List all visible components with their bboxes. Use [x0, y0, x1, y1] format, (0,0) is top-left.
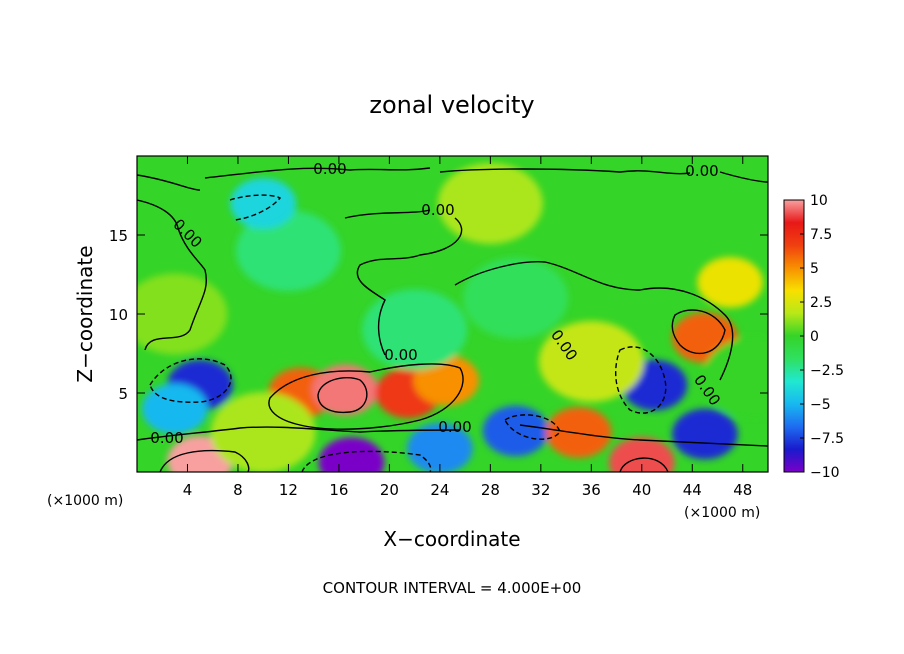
field-feature: [463, 257, 569, 339]
colorbar-tick-label: 2.5: [810, 295, 832, 311]
y-axis-title: Z−coordinate: [73, 245, 97, 382]
colorbar-tick-label: 5: [810, 261, 819, 277]
colorbar-ticks: 10 7.5 5 2.5 0 −2.5 −5 −7.5 −10: [800, 193, 844, 481]
field-feature: [318, 437, 385, 472]
chart-title: zonal velocity: [369, 91, 534, 119]
contour-left: [137, 199, 207, 351]
field-feature: [137, 273, 228, 355]
field-feature: [482, 405, 549, 457]
field-feature: [230, 178, 297, 229]
contour-interval-text: CONTOUR INTERVAL = 4.000E+00: [323, 579, 582, 597]
field-feature: [210, 392, 316, 472]
x-tick-label: 44: [683, 481, 702, 499]
field-feature: [538, 320, 644, 402]
x-tick-label: 4: [183, 481, 193, 499]
contour-pos-bottom-right: [619, 457, 669, 472]
x-axis-title: X−coordinate: [383, 527, 520, 551]
x-tick-label: 28: [481, 481, 500, 499]
y-axis-ticks: 5 10 15: [109, 227, 768, 403]
contour-label: 0.00: [384, 346, 417, 364]
contour-upper: [137, 167, 768, 191]
x-tick-label: 20: [380, 481, 399, 499]
x-tick-label: 12: [279, 481, 298, 499]
field-feature: [437, 162, 543, 244]
y-tick-label: 15: [109, 227, 128, 245]
colorbar-tick-label: −2.5: [810, 363, 844, 379]
contour-label: 0.00: [685, 162, 718, 180]
contour-label: 0.00: [313, 160, 346, 178]
field-feature: [672, 408, 738, 460]
contour-middle: [344, 209, 463, 356]
contour-lower: [137, 424, 768, 447]
x-unit-label-right: (×1000 m): [684, 505, 760, 521]
contour-neg-lower: [504, 414, 561, 440]
colorbar-tick-label: −5: [810, 397, 831, 413]
x-tick-label: 48: [733, 481, 752, 499]
contour-pos-right: [671, 309, 726, 355]
contour-lines: [137, 167, 768, 472]
y-tick-label: 5: [118, 385, 128, 403]
contour-label: 0.00: [150, 429, 183, 447]
contour-label: 0.00: [421, 201, 454, 219]
x-tick-label: 8: [233, 481, 243, 499]
contour-neg-left: [149, 358, 232, 403]
field-feature: [407, 423, 473, 472]
x-tick-label: 16: [329, 481, 348, 499]
field-feature: [545, 407, 612, 458]
colorbar: 10 7.5 5 2.5 0 −2.5 −5 −7.5 −10: [783, 193, 844, 481]
contour-pos-core: [317, 377, 368, 414]
field-feature: [312, 364, 379, 416]
x-tick-label: 24: [430, 481, 449, 499]
contour-pos-middle: [268, 363, 464, 430]
field-feature: [697, 257, 763, 308]
contour-label: 0.00: [438, 418, 471, 436]
plot-area: 0.00 0.00 0.00 0.00 0.00 0.00 0.00 0.00 …: [136, 155, 769, 473]
contour-neg-right: [615, 346, 667, 414]
x-tick-label: 32: [531, 481, 550, 499]
colorbar-tick-label: 0: [810, 329, 819, 345]
contour-neg-bottom: [301, 450, 432, 472]
field-feature: [142, 383, 208, 435]
contour-right: [454, 261, 734, 381]
x-tick-label: 36: [582, 481, 601, 499]
x-unit-label-left: (×1000 m): [47, 493, 123, 509]
field-feature: [362, 289, 468, 371]
contour-pos-bottom-left: [159, 449, 250, 472]
colorbar-tick-label: −7.5: [810, 431, 844, 447]
colorbar-tick-label: 7.5: [810, 227, 832, 243]
colorbar-tick-label: 10: [810, 193, 828, 209]
x-tick-label: 40: [632, 481, 651, 499]
colorbar-tick-label: −10: [810, 465, 840, 481]
field-feature: [235, 210, 341, 292]
field-feature: [702, 336, 768, 418]
contour-neg-upper: [229, 194, 282, 221]
y-tick-label: 10: [109, 306, 128, 324]
x-axis-ticks: 4 8 12 16 20 24 28 32 36 40 44 48: [183, 156, 752, 499]
